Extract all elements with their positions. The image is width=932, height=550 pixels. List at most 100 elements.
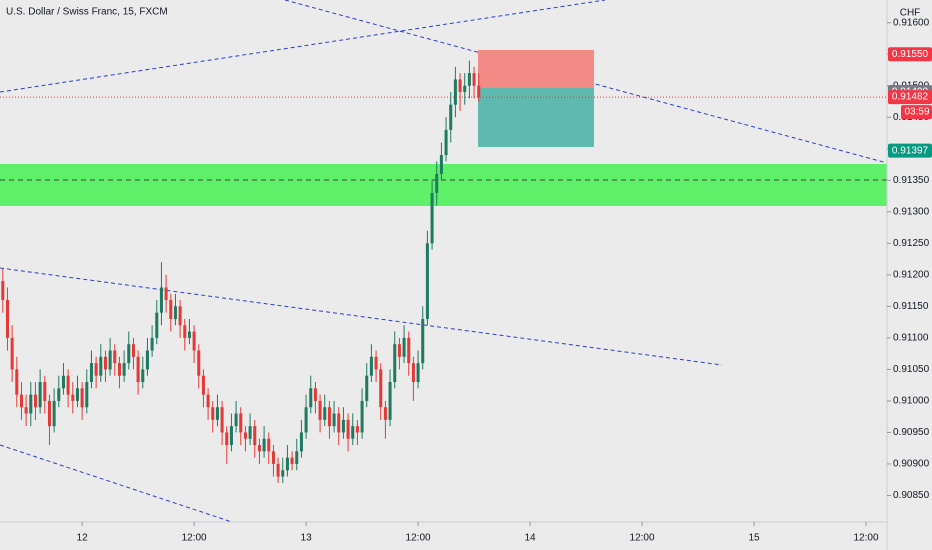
candle-body — [332, 413, 336, 427]
countdown-badge — [901, 105, 932, 120]
candle-body — [136, 356, 140, 383]
candle-body — [206, 394, 210, 408]
x-tick-label: 12:00 — [182, 533, 207, 544]
chart-title: U.S. Dollar / Swiss Franc, 15, FXCM — [6, 7, 168, 18]
candle-body — [169, 300, 173, 319]
y-tick-label: 0.91000 — [893, 396, 930, 407]
candle-body — [173, 306, 177, 319]
candle-body — [94, 363, 98, 376]
candle-body — [267, 438, 271, 452]
candle-body — [472, 73, 476, 86]
candle-body — [253, 426, 257, 446]
y-tick-label: 0.91250 — [893, 238, 930, 249]
candle-body — [416, 363, 420, 383]
candle-body — [402, 337, 406, 357]
candle-body — [85, 382, 89, 408]
candle-body — [127, 344, 131, 364]
candle-body — [290, 457, 294, 464]
candle-body — [276, 463, 280, 477]
y-tick-label: 0.91300 — [893, 206, 930, 217]
candle-body — [164, 287, 168, 301]
candle-body — [444, 129, 448, 156]
candle-body — [379, 369, 383, 408]
support-zone — [0, 164, 887, 206]
candle-body — [197, 350, 201, 376]
candle-body — [1, 281, 5, 301]
candle-body — [257, 445, 261, 452]
candle-body — [262, 438, 266, 452]
candle-body — [211, 407, 215, 420]
candles — [1, 60, 481, 483]
candle-body — [80, 388, 84, 408]
y-tick-label: 0.90900 — [893, 459, 930, 470]
candle-body — [421, 318, 425, 364]
candle-body — [141, 369, 145, 383]
candle-body — [24, 407, 28, 414]
candle-body — [99, 356, 103, 376]
price-badge — [888, 143, 932, 158]
y-tick-label: 0.91100 — [893, 333, 929, 344]
x-tick-label: 12:00 — [630, 533, 655, 544]
candle-body — [43, 382, 47, 401]
candle-body — [360, 400, 364, 433]
candle-body — [33, 394, 37, 408]
candle-body — [388, 382, 392, 420]
target-zone[interactable] — [478, 88, 594, 147]
candle-body — [351, 426, 355, 439]
candle-body — [435, 173, 439, 193]
candle-body — [407, 337, 411, 364]
x-tick-label: 12:00 — [406, 533, 431, 544]
candle-body — [183, 325, 187, 338]
candle-body — [458, 79, 462, 93]
candle-body — [318, 400, 322, 420]
candle-body — [155, 312, 159, 338]
x-tick-label: 15 — [748, 533, 760, 544]
candle-body — [323, 407, 327, 420]
y-tick-label: 0.91050 — [893, 364, 930, 375]
x-tick-label: 14 — [524, 533, 536, 544]
candle-body — [220, 407, 224, 433]
x-tick-label: 12:00 — [853, 533, 878, 544]
candle-body — [57, 388, 61, 401]
x-tick-label: 13 — [301, 533, 313, 544]
countdown: 03:59 — [904, 107, 929, 118]
candle-body — [467, 73, 471, 86]
stop-zone[interactable] — [478, 50, 594, 88]
currency: CHF — [900, 8, 921, 19]
candle-body — [131, 344, 135, 357]
candle-body — [225, 432, 229, 446]
price-badge-label: 0.91397 — [892, 145, 929, 156]
candle-body — [187, 331, 191, 338]
candle-body — [383, 407, 387, 420]
y-tick-label: 0.91150 — [893, 301, 929, 312]
candle-body — [271, 451, 275, 464]
candle-body — [425, 243, 429, 319]
candle-body — [346, 419, 350, 439]
candle-body — [108, 350, 112, 370]
y-tick-label: 0.90850 — [893, 490, 930, 501]
candle-body — [52, 400, 56, 427]
candle-body — [234, 413, 238, 427]
candle-body — [430, 192, 434, 244]
candle-body — [103, 356, 107, 370]
y-tick-label: 0.90950 — [893, 427, 930, 438]
candle-body — [374, 356, 378, 370]
candle-body — [122, 363, 126, 376]
candle-body — [192, 331, 196, 351]
candle-body — [337, 413, 341, 433]
candle-body — [5, 300, 9, 338]
candle-body — [19, 394, 23, 408]
candle-body — [463, 85, 467, 93]
candle-body — [239, 413, 243, 433]
candle-body — [327, 407, 331, 427]
candle-body — [38, 382, 42, 408]
candle-body — [66, 375, 70, 395]
y-tick-label: 0.91200 — [893, 269, 930, 280]
trend-line — [0, 444, 233, 523]
price-badge-label: 0.91482 — [892, 92, 929, 103]
candle-body — [215, 407, 219, 420]
candle-body — [150, 337, 154, 351]
candle-body — [411, 363, 415, 383]
